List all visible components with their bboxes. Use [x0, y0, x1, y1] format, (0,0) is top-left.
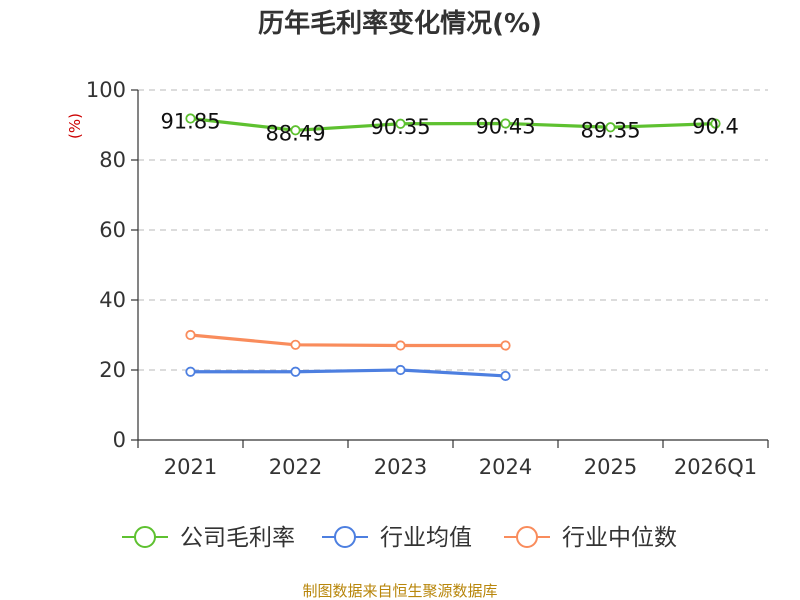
legend-label: 行业均值	[380, 525, 472, 551]
x-tick-label: 2023	[374, 455, 427, 479]
series-0-point	[290, 125, 301, 136]
legend-item-2[interactable]: 行业中位数	[504, 525, 677, 551]
legend-item-1[interactable]: 行业均值	[322, 525, 472, 551]
grid-lines	[138, 89, 768, 371]
series-line-0	[188, 116, 718, 132]
data-label: 91.85	[160, 110, 220, 134]
series-2-point	[185, 329, 196, 341]
data-label: 88.49	[265, 121, 325, 145]
data-label: 90.4	[692, 115, 739, 139]
chart-title: 历年毛利率变化情况(%)	[258, 8, 542, 39]
x-tick-label: 2021	[164, 455, 217, 479]
y-tick-label: 40	[99, 288, 126, 312]
legend-label: 公司毛利率	[180, 525, 295, 551]
y-unit-label: (%)	[66, 113, 84, 139]
x-axis-ticks: 2021 2022 2023 2024 2025 2026Q1	[164, 455, 757, 479]
x-tick-label: 2026Q1	[674, 455, 757, 479]
legend-item-0[interactable]: 公司毛利率	[122, 525, 295, 551]
legend-label: 行业中位数	[562, 525, 677, 551]
series-0-point	[710, 118, 721, 129]
x-tick-label: 2022	[269, 455, 322, 479]
legend-marker	[334, 526, 356, 548]
y-axis-ticks: 0 20 40 60 80 100	[86, 78, 126, 452]
data-label: 89.35	[580, 118, 640, 142]
series-0-point	[605, 122, 616, 133]
y-tick-label: 100	[86, 78, 126, 102]
series-1-point	[290, 366, 301, 377]
source-note: 制图数据来自恒生聚源数据库	[302, 582, 497, 600]
series-line-1	[188, 368, 508, 378]
series-line-2	[188, 333, 508, 348]
y-tick-label: 20	[99, 358, 126, 382]
series-0-point	[395, 118, 406, 129]
x-tick-label: 2025	[584, 455, 637, 479]
series-layer	[185, 113, 721, 382]
series-0-point	[185, 113, 196, 124]
data-label: 90.43	[475, 114, 535, 138]
series-2-point	[290, 339, 301, 350]
legend[interactable]: 公司毛利率 行业均值 行业中位数	[122, 525, 677, 551]
series-2-point	[395, 340, 406, 351]
data-labels: 91.85 88.49 90.35 90.43 89.35 90.4	[160, 110, 738, 146]
series-1-point	[185, 366, 196, 377]
legend-marker	[516, 526, 538, 548]
y-tick-label: 60	[99, 218, 126, 242]
series-1-point	[395, 364, 406, 376]
axes	[131, 89, 769, 448]
data-label: 90.35	[370, 115, 430, 139]
x-tick-label: 2024	[479, 455, 532, 479]
series-0-point	[500, 118, 511, 129]
series-1-point	[500, 370, 511, 382]
y-tick-label: 80	[99, 148, 126, 172]
y-tick-label: 0	[113, 428, 126, 452]
legend-marker	[134, 526, 156, 548]
series-2-point	[500, 340, 511, 351]
